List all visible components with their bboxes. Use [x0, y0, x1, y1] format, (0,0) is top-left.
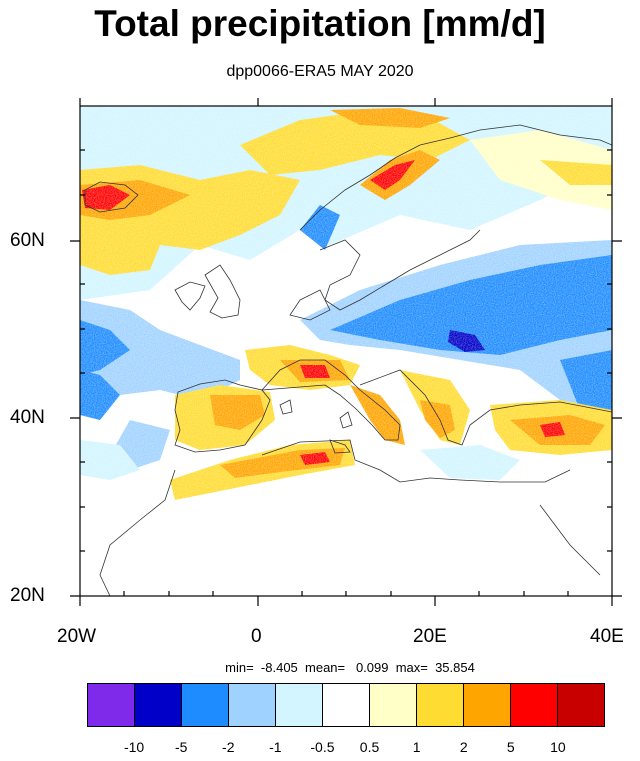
colorbar-box: [182, 684, 229, 726]
colorbar-label: 10: [550, 739, 566, 755]
colorbar-label: 2: [459, 739, 468, 755]
colorbar-label: -10: [123, 739, 145, 755]
colorbar-label: -5: [174, 739, 188, 755]
colorbar-box: [323, 684, 370, 726]
colorbar-label: 0.5: [359, 739, 380, 755]
y-tick-label-20n: 20N: [10, 585, 45, 606]
x-tick-label-40e: 40E: [590, 626, 624, 647]
colorbar-label: -0.5: [310, 739, 335, 755]
colorbar-box: [88, 684, 135, 726]
colorbar-box: [511, 684, 558, 726]
colorbar-box: [229, 684, 276, 726]
plot-subtitle: dpp0066-ERA5 MAY 2020: [226, 63, 414, 80]
colorbar-label: -2: [222, 739, 235, 755]
y-tick-label-40n: 40N: [10, 407, 45, 428]
colorbar-box: [417, 684, 464, 726]
colorbar-box: [276, 684, 323, 726]
x-tick-label-20e: 20E: [413, 626, 447, 647]
colorbar-box: [135, 684, 182, 726]
colorbar-label: 5: [506, 739, 515, 755]
y-tick-label-60n: 60N: [10, 230, 45, 251]
colorbar-box: [558, 684, 604, 726]
x-tick-label-0: 0: [251, 626, 262, 647]
precip-field: [80, 106, 612, 596]
colorbar: [87, 683, 605, 727]
stats-summary: min= -8.405 mean= 0.099 max= 35.854: [225, 660, 475, 675]
colorbar-label: 1: [412, 739, 421, 755]
colorbar-box: [464, 684, 511, 726]
x-tick-label-20w: 20W: [57, 626, 97, 647]
coastlines: [84, 124, 612, 596]
colorbar-label: -1: [269, 739, 282, 755]
map-frame: [70, 98, 622, 606]
colorbar-box: [370, 684, 417, 726]
plot-title: Total precipitation [mm/d]: [94, 3, 546, 44]
